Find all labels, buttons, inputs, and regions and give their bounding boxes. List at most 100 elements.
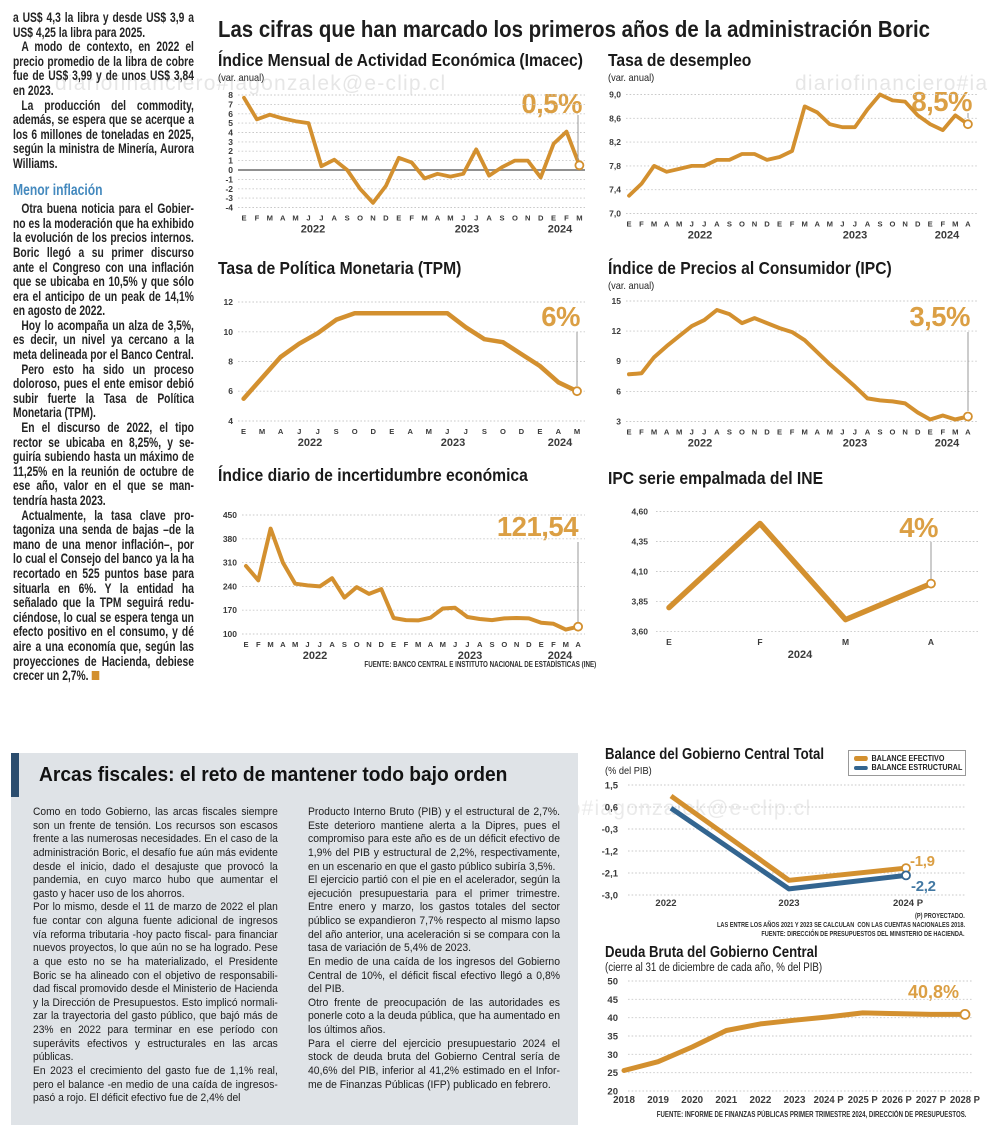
svg-text:4,60: 4,60 <box>631 507 648 517</box>
svg-text:A: A <box>428 640 434 649</box>
svg-text:F: F <box>256 640 261 649</box>
svg-text:A: A <box>865 428 871 437</box>
svg-text:J: J <box>465 640 469 649</box>
svg-text:M: M <box>827 428 833 437</box>
svg-text:3,60: 3,60 <box>631 627 648 637</box>
svg-text:F: F <box>790 220 795 229</box>
svg-text:M: M <box>447 214 453 223</box>
svg-text:6: 6 <box>228 109 233 119</box>
svg-text:2024: 2024 <box>935 230 960 242</box>
svg-text:O: O <box>739 220 745 229</box>
svg-text:A: A <box>928 637 934 647</box>
svg-text:A: A <box>556 427 562 436</box>
svg-text:J: J <box>453 640 457 649</box>
svg-text:S: S <box>342 640 347 649</box>
svg-text:M: M <box>563 640 569 649</box>
svg-text:7,4: 7,4 <box>609 185 621 195</box>
svg-text:M: M <box>676 220 682 229</box>
svg-text:2019: 2019 <box>647 1095 669 1106</box>
svg-text:O: O <box>501 640 507 649</box>
svg-text:M: M <box>676 428 682 437</box>
svg-text:J: J <box>474 214 478 223</box>
svg-text:D: D <box>764 428 770 437</box>
svg-text:8: 8 <box>228 90 233 100</box>
svg-text:F: F <box>940 220 945 229</box>
svg-text:2024: 2024 <box>548 437 573 449</box>
svg-text:E: E <box>777 428 782 437</box>
svg-text:2025 P: 2025 P <box>848 1095 878 1106</box>
svg-text:J: J <box>853 220 857 229</box>
svg-text:F: F <box>940 428 945 437</box>
svg-text:S: S <box>727 428 732 437</box>
svg-text:F: F <box>409 214 414 223</box>
svg-text:7: 7 <box>228 99 233 109</box>
svg-text:0: 0 <box>228 165 233 175</box>
svg-text:E: E <box>626 220 631 229</box>
svg-text:O: O <box>357 214 363 223</box>
svg-text:2021: 2021 <box>715 1095 737 1106</box>
svg-text:20: 20 <box>607 1087 618 1098</box>
svg-text:O: O <box>890 220 896 229</box>
svg-text:40: 40 <box>607 1013 618 1024</box>
svg-text:35: 35 <box>607 1032 618 1043</box>
svg-text:J: J <box>445 427 449 436</box>
svg-text:2027 P: 2027 P <box>916 1095 946 1106</box>
svg-text:A: A <box>435 214 441 223</box>
svg-text:E: E <box>391 640 396 649</box>
svg-text:E: E <box>777 220 782 229</box>
svg-text:M: M <box>651 220 657 229</box>
svg-text:4,35: 4,35 <box>631 537 648 547</box>
svg-text:N: N <box>370 214 375 223</box>
svg-text:2023: 2023 <box>455 224 479 236</box>
svg-text:F: F <box>404 640 409 649</box>
svg-text:D: D <box>915 428 921 437</box>
svg-text:F: F <box>564 214 569 223</box>
svg-text:J: J <box>464 427 468 436</box>
svg-text:9,0: 9,0 <box>609 90 621 100</box>
svg-text:2022: 2022 <box>750 1095 772 1106</box>
svg-text:A: A <box>477 640 483 649</box>
svg-text:J: J <box>318 640 322 649</box>
svg-text:7,8: 7,8 <box>609 161 621 171</box>
svg-text:100: 100 <box>223 629 237 639</box>
svg-text:-3,0: -3,0 <box>602 891 618 902</box>
svg-text:J: J <box>461 214 465 223</box>
svg-text:A: A <box>280 214 286 223</box>
svg-text:6: 6 <box>228 386 233 396</box>
svg-text:J: J <box>702 428 706 437</box>
svg-text:D: D <box>379 640 385 649</box>
svg-text:E: E <box>539 640 544 649</box>
svg-text:F: F <box>639 220 644 229</box>
svg-text:2023: 2023 <box>843 230 867 242</box>
svg-text:10: 10 <box>224 327 234 337</box>
svg-text:4: 4 <box>228 128 233 138</box>
svg-text:-1,2: -1,2 <box>602 847 618 858</box>
svg-text:A: A <box>865 220 871 229</box>
svg-text:M: M <box>651 428 657 437</box>
svg-text:M: M <box>952 428 958 437</box>
svg-text:25: 25 <box>607 1068 618 1079</box>
svg-text:F: F <box>639 428 644 437</box>
svg-text:A: A <box>814 220 820 229</box>
svg-text:A: A <box>408 427 414 436</box>
svg-text:M: M <box>426 427 432 436</box>
svg-text:1,5: 1,5 <box>605 781 619 792</box>
svg-text:2024: 2024 <box>935 438 960 450</box>
svg-text:M: M <box>842 637 849 647</box>
svg-text:M: M <box>292 640 298 649</box>
svg-text:M: M <box>827 220 833 229</box>
svg-text:310: 310 <box>223 558 237 568</box>
svg-text:M: M <box>802 428 808 437</box>
svg-text:D: D <box>764 220 770 229</box>
svg-text:N: N <box>902 220 907 229</box>
svg-text:2024 P: 2024 P <box>893 898 924 909</box>
svg-text:240: 240 <box>223 581 237 591</box>
svg-text:2022: 2022 <box>303 650 327 662</box>
svg-text:7,0: 7,0 <box>609 209 621 219</box>
svg-text:O: O <box>500 427 506 436</box>
svg-text:N: N <box>752 220 757 229</box>
svg-text:-0,3: -0,3 <box>602 825 618 836</box>
svg-text:J: J <box>319 214 323 223</box>
svg-text:A: A <box>664 220 670 229</box>
svg-text:S: S <box>877 220 882 229</box>
